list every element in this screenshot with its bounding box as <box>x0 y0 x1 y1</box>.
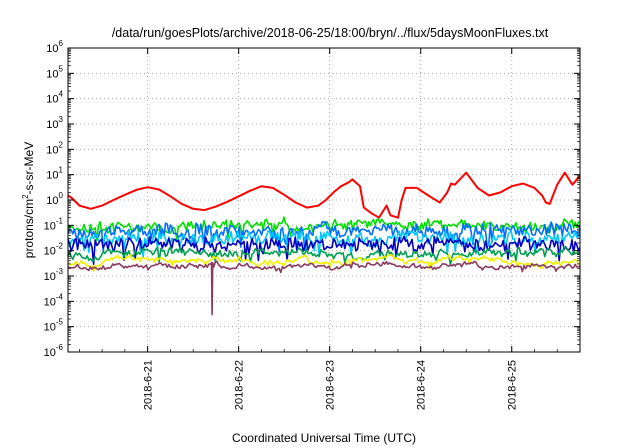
y-tick-exp: -5 <box>56 318 64 327</box>
y-tick-exp: 3 <box>59 115 64 124</box>
y-tick-exp: -1 <box>56 216 64 225</box>
x-tick-label: 2018-6-25 <box>507 360 519 410</box>
y-tick-exp: 6 <box>59 39 64 48</box>
y-tick-label: 10-5 <box>44 318 64 334</box>
chart-title: /data/run/goesPlots/archive/2018-06-25/1… <box>112 26 549 40</box>
y-tick-base: 10 <box>46 43 58 55</box>
y-tick-exp: 4 <box>59 90 64 99</box>
x-tick-label: 2018-6-23 <box>325 360 337 410</box>
y-tick-label: 100 <box>46 191 63 207</box>
y-axis-label-sup: 2 <box>21 194 30 199</box>
y-tick-label: 102 <box>46 140 63 156</box>
y-tick-base: 10 <box>46 94 58 106</box>
y-tick-base: 10 <box>44 246 56 258</box>
series-line-8 <box>67 260 580 316</box>
y-tick-label: 10-3 <box>44 267 64 283</box>
y-tick-exp: 2 <box>59 140 64 149</box>
y-tick-label: 101 <box>46 166 63 182</box>
y-tick-label: 106 <box>46 39 63 55</box>
y-tick-base: 10 <box>44 220 56 232</box>
y-tick-label: 105 <box>46 64 63 80</box>
y-tick-base: 10 <box>44 296 56 308</box>
grid <box>68 48 580 352</box>
series-line-6 <box>67 246 581 266</box>
y-tick-base: 10 <box>44 322 56 334</box>
series-line-5 <box>67 235 581 265</box>
series-line-4 <box>67 229 581 259</box>
y-tick-label: 103 <box>46 115 63 131</box>
y-tick-base: 10 <box>46 68 58 80</box>
x-tick-label: 2018-6-22 <box>234 360 246 410</box>
y-axis-label-post: -s-sr-MeV <box>22 142 36 195</box>
x-tick-label: 2018-6-24 <box>416 360 428 410</box>
y-tick-exp: -6 <box>56 343 64 352</box>
y-tick-exp: 0 <box>59 191 64 200</box>
series-line-3 <box>67 220 581 253</box>
y-tick-label: 10-4 <box>44 292 64 308</box>
y-tick-exp: -3 <box>56 267 64 276</box>
series-line-1 <box>67 171 581 219</box>
y-tick-exp: 5 <box>59 64 64 73</box>
y-tick-base: 10 <box>46 119 58 131</box>
y-tick-label: 104 <box>46 90 63 106</box>
series-line-2 <box>67 216 581 241</box>
y-tick-base: 10 <box>44 271 56 283</box>
y-tick-label: 10-1 <box>44 216 64 232</box>
series-line-7 <box>67 254 581 273</box>
y-tick-exp: 1 <box>59 166 64 175</box>
y-tick-base: 10 <box>46 144 58 156</box>
y-tick-base: 10 <box>44 347 56 359</box>
y-tick-exp: -4 <box>56 292 64 301</box>
series-group <box>67 171 581 316</box>
x-tick-label: 2018-6-21 <box>143 360 155 410</box>
y-axis: 10-610-510-410-310-210-11001011021031041… <box>44 39 580 359</box>
y-tick-exp: -2 <box>56 242 64 251</box>
y-tick-base: 10 <box>46 195 58 207</box>
y-tick-base: 10 <box>46 170 58 182</box>
y-tick-label: 10-6 <box>44 343 64 359</box>
x-axis: 2018-6-21 2018-6-22 2018-6-23 2018-6-24 2018… <box>79 48 558 410</box>
y-axis-label-pre: protons/cm <box>22 199 36 258</box>
y-axis-label: protons/cm2-s-sr-MeV <box>21 142 36 258</box>
y-tick-label: 10-2 <box>44 242 64 258</box>
x-axis-label: Coordinated Universal Time (UTC) <box>232 431 416 445</box>
